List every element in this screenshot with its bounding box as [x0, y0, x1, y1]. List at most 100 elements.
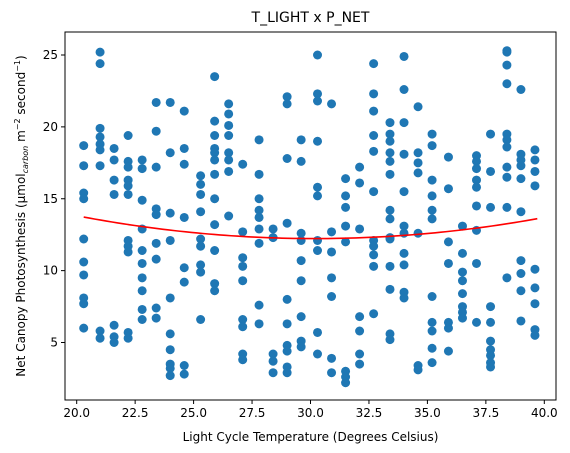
- data-point: [341, 174, 351, 184]
- data-point: [109, 189, 119, 199]
- data-point: [238, 159, 248, 169]
- data-point: [427, 205, 437, 215]
- data-point: [327, 368, 337, 378]
- data-point: [369, 187, 379, 197]
- data-point: [282, 319, 292, 329]
- x-tick-label: 25.0: [180, 406, 207, 420]
- data-point: [95, 47, 105, 57]
- data-point: [179, 212, 189, 222]
- data-point: [413, 365, 423, 375]
- data-point: [165, 363, 175, 373]
- data-point: [254, 300, 264, 310]
- data-point: [109, 320, 119, 330]
- data-point: [341, 237, 351, 247]
- data-point: [369, 250, 379, 260]
- data-point: [486, 336, 496, 346]
- data-point: [369, 131, 379, 140]
- data-point: [296, 276, 306, 286]
- data-point: [137, 286, 147, 296]
- data-point: [313, 327, 323, 337]
- x-tick-label: 30.0: [297, 406, 324, 420]
- data-point: [196, 171, 206, 181]
- data-point: [165, 97, 175, 107]
- y-label-mid2: second: [14, 72, 28, 119]
- data-point: [369, 309, 379, 319]
- data-point: [530, 264, 540, 274]
- data-point: [123, 181, 133, 191]
- data-point: [369, 146, 379, 156]
- data-point: [296, 235, 306, 245]
- data-point: [399, 221, 409, 231]
- data-point: [224, 120, 234, 130]
- data-point: [165, 208, 175, 218]
- data-point: [472, 201, 482, 211]
- data-point: [457, 276, 467, 286]
- y-label-superscript-1: −2: [13, 118, 22, 130]
- data-point: [472, 164, 482, 174]
- data-point: [210, 131, 220, 140]
- data-point: [123, 162, 133, 172]
- data-point: [443, 237, 453, 247]
- data-point: [109, 155, 119, 165]
- data-point: [151, 303, 161, 313]
- data-point: [165, 148, 175, 158]
- data-point: [210, 72, 220, 82]
- data-point: [210, 116, 220, 126]
- data-point: [399, 149, 409, 159]
- data-point: [516, 269, 526, 278]
- data-point: [224, 155, 234, 165]
- data-point: [179, 277, 189, 287]
- data-point: [443, 184, 453, 194]
- data-point: [165, 293, 175, 303]
- plot-frame: [64, 31, 557, 401]
- data-point: [79, 323, 89, 333]
- data-point: [268, 356, 278, 366]
- data-point: [254, 169, 264, 179]
- data-point: [79, 234, 89, 244]
- data-point: [313, 246, 323, 255]
- data-point: [313, 191, 323, 201]
- data-point: [268, 368, 278, 378]
- data-point: [399, 51, 409, 61]
- data-point: [341, 191, 351, 201]
- data-point: [196, 241, 206, 251]
- y-label-suffix: ): [14, 55, 28, 60]
- data-point: [502, 202, 512, 212]
- data-point: [502, 60, 512, 70]
- data-point: [179, 361, 189, 370]
- data-point: [427, 214, 437, 224]
- data-point: [196, 207, 206, 217]
- y-label-subscript: carbon: [21, 146, 30, 174]
- data-point: [502, 79, 512, 89]
- data-point: [427, 141, 437, 151]
- data-point: [327, 227, 337, 237]
- data-point: [151, 162, 161, 172]
- data-point: [385, 335, 395, 345]
- data-point: [282, 154, 292, 163]
- data-point: [224, 211, 234, 221]
- data-point: [238, 322, 248, 332]
- data-point: [123, 247, 133, 257]
- data-point: [516, 256, 526, 266]
- data-point: [327, 292, 337, 301]
- data-point: [427, 317, 437, 327]
- data-point: [327, 273, 337, 283]
- data-point: [457, 248, 467, 258]
- data-point: [137, 258, 147, 268]
- data-point: [95, 132, 105, 142]
- y-tick-label: 15: [43, 192, 58, 206]
- data-point: [282, 294, 292, 304]
- data-point: [313, 136, 323, 146]
- y-label-mid1: m: [14, 130, 28, 146]
- data-point: [137, 155, 147, 165]
- data-point: [413, 168, 423, 178]
- data-point: [385, 284, 395, 294]
- data-point: [95, 333, 105, 343]
- data-point: [224, 99, 234, 109]
- data-point: [369, 89, 379, 99]
- data-point: [268, 349, 278, 359]
- data-point: [413, 102, 423, 112]
- data-point: [427, 175, 437, 185]
- data-point: [486, 317, 496, 327]
